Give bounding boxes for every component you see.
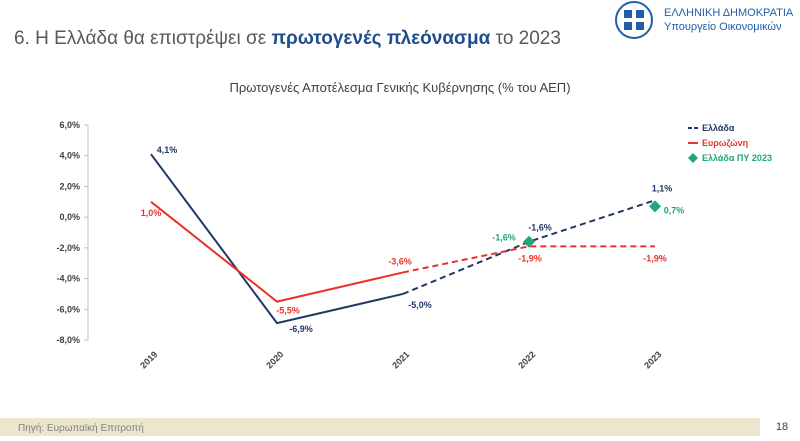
line — [150, 153, 404, 325]
y-tick-label: 4,0% — [59, 151, 80, 161]
x-tick-label: 2023 — [642, 349, 663, 370]
chart-title: Πρωτογενές Αποτέλεσμα Γενικής Κυβέρνησης… — [229, 80, 570, 95]
footer-bar — [0, 418, 760, 436]
logo: ΕΛΛΗΝΙΚΗ ΔΗΜΟΚΡΑΤΙΑ Υπουργείο Οικονομικώ… — [615, 1, 794, 39]
title-part: 6. Η Ελλάδα θα επιστρέψει σε — [14, 28, 271, 49]
data-label: 0,7% — [664, 205, 685, 215]
legend-marker — [688, 153, 698, 163]
y-tick-label: -4,0% — [56, 274, 80, 284]
title-part: το 2023 — [490, 28, 561, 49]
marker — [523, 235, 535, 248]
y-tick-label: 6,0% — [59, 120, 80, 130]
data-label: -1,9% — [518, 253, 542, 263]
line — [150, 201, 404, 303]
page-number: 18 — [776, 421, 788, 433]
data-label: 1,1% — [652, 183, 673, 193]
data-label: -6,9% — [289, 324, 313, 334]
y-tick-label: -8,0% — [56, 335, 80, 345]
data-label: -1,9% — [643, 253, 667, 263]
marker — [649, 200, 661, 213]
y-tick-label: -6,0% — [56, 304, 80, 314]
legend-label: Ελλάδα ΠΥ 2023 — [702, 153, 772, 163]
x-tick-label: 2022 — [516, 349, 537, 370]
data-label: -3,6% — [388, 256, 412, 266]
footer-source: Πηγή: Ευρωπαϊκή Επιτροπή — [18, 422, 144, 434]
x-tick-label: 2021 — [390, 349, 411, 370]
data-label: -5,0% — [408, 300, 432, 310]
projection-line — [402, 199, 656, 295]
x-tick-label: 2019 — [138, 349, 159, 370]
y-tick-label: 0,0% — [59, 212, 80, 222]
y-tick-label: 2,0% — [59, 181, 80, 191]
data-label: -5,5% — [276, 306, 300, 316]
slide-title: 6. Η Ελλάδα θα επιστρέψει σε πρωτογενές … — [14, 28, 561, 49]
projection-line — [402, 245, 655, 274]
data-label: 1,0% — [141, 208, 162, 218]
x-tick-label: 2020 — [264, 349, 285, 370]
logo-line: Υπουργείο Οικονομικών — [664, 21, 782, 33]
title-highlight: πρωτογενές πλεόνασμα — [271, 28, 490, 49]
data-label: -1,6% — [492, 233, 516, 243]
data-label: -1,6% — [528, 223, 552, 233]
legend-label: Ελλάδα — [702, 123, 735, 133]
legend-label: Ευρωζώνη — [702, 138, 748, 148]
logo-line: ΕΛΛΗΝΙΚΗ ΔΗΜΟΚΡΑΤΙΑ — [664, 7, 794, 19]
data-label: 4,1% — [157, 145, 178, 155]
y-tick-label: -2,0% — [56, 243, 80, 253]
